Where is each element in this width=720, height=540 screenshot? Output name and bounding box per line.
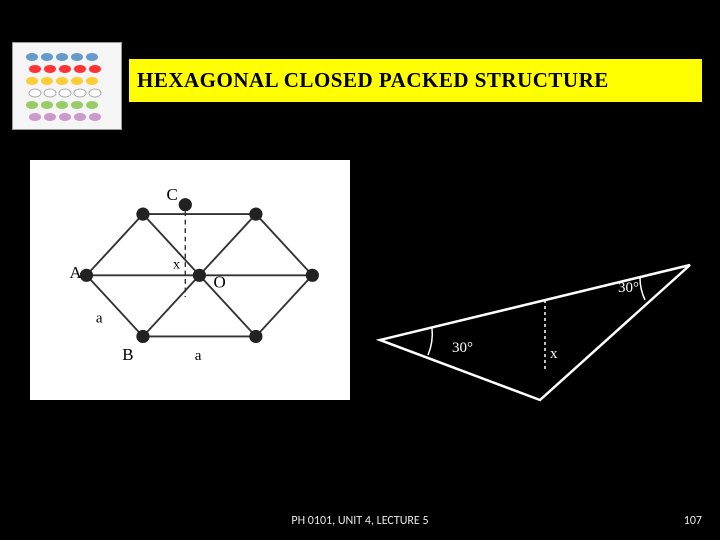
label-x: x	[173, 257, 180, 273]
lattice-svg	[17, 47, 117, 125]
footer-page: 107	[684, 514, 702, 528]
footer-course: PH 0101, UNIT 4, LECTURE 5	[291, 514, 428, 528]
triangle-diagram: 30° 30° x	[370, 140, 700, 410]
angle-left: 30°	[452, 340, 473, 356]
slide-title: HEXAGONAL CLOSED PACKED STRUCTURE	[137, 68, 609, 93]
title-bar: HEXAGONAL CLOSED PACKED STRUCTURE	[128, 58, 703, 103]
label-c: C	[166, 185, 177, 204]
label-b: B	[122, 345, 133, 364]
triangle-x: x	[550, 346, 558, 362]
hexagon-svg: C A O B a a x	[30, 160, 350, 400]
label-a: A	[70, 263, 83, 282]
lattice-thumbnail	[12, 42, 122, 130]
label-a2: a	[195, 348, 202, 364]
label-a1: a	[96, 310, 103, 326]
hexagon-diagram: C A O B a a x	[30, 160, 350, 400]
label-o: O	[214, 273, 226, 292]
triangle-svg: 30° 30° x	[370, 140, 700, 410]
angle-right: 30°	[618, 280, 639, 296]
